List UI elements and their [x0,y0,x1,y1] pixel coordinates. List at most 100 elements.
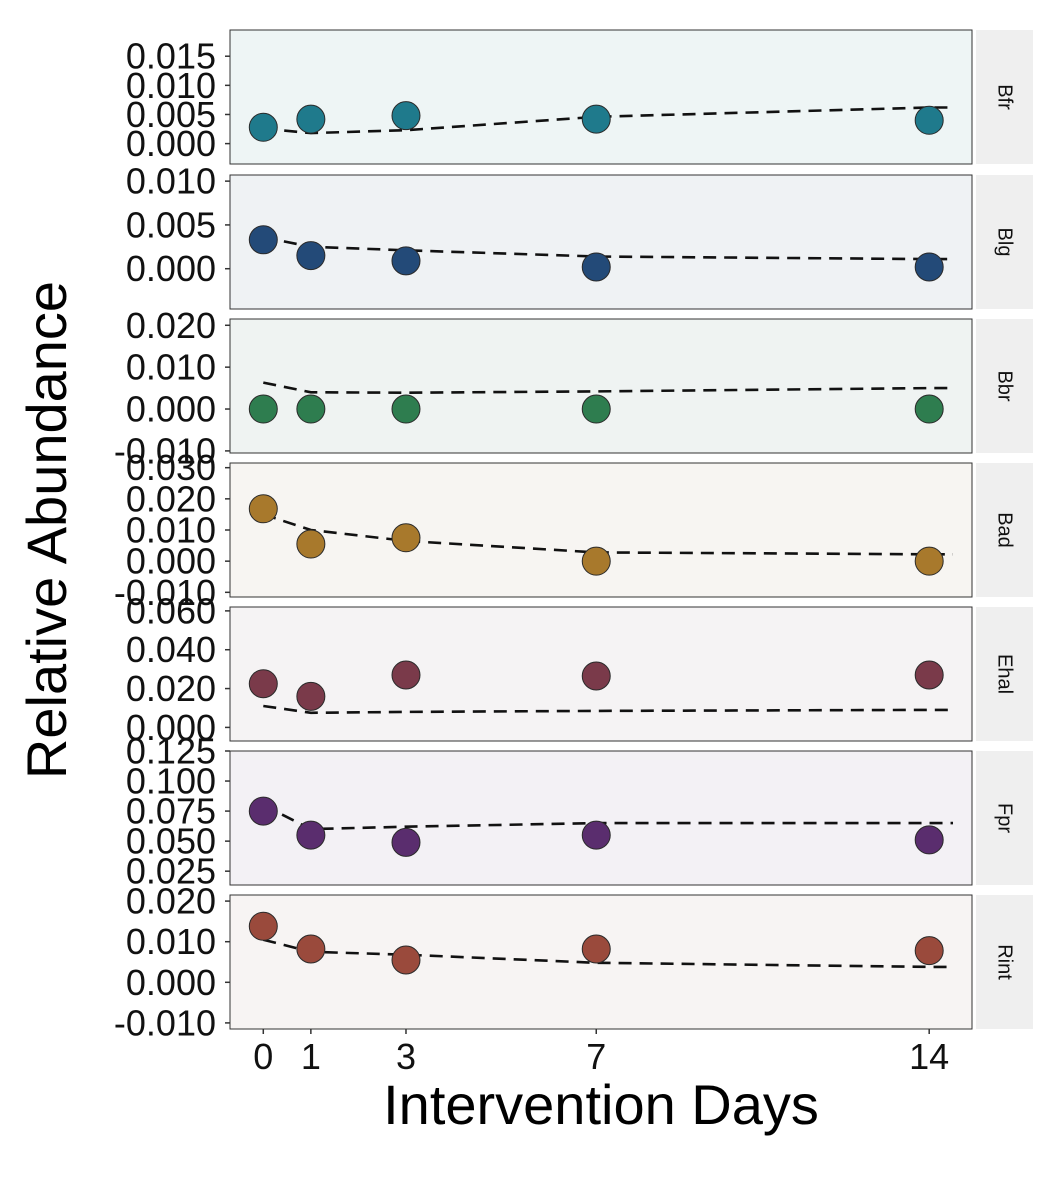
y-tick-label: 0.000 [126,389,216,430]
facet-label: Fpr [994,803,1016,833]
facet-strip [976,607,1033,741]
facet-label: Bfr [994,84,1016,110]
data-point [248,911,278,941]
panel-background [229,462,973,598]
data-point [581,934,611,964]
y-tick-label: 0.010 [126,921,216,962]
y-tick-label: 0.010 [126,510,216,551]
data-point [248,394,278,424]
data-point [391,827,421,857]
fit-line [263,381,953,395]
data-point [248,796,278,826]
y-tick-label: 0.020 [126,668,216,709]
x-tick-label: 1 [301,1036,321,1077]
y-tick-label: 0.020 [126,881,216,922]
data-point [391,523,421,553]
x-axis: 0 1 3 7 14 [253,1029,949,1077]
data-point [581,820,611,850]
y-tick-label: 0.025 [126,851,216,892]
data-point [296,934,326,964]
data-point [296,529,326,559]
data-point [391,945,421,975]
data-point [248,669,278,699]
data-point [296,681,326,711]
y-tick-label: 0.015 [126,36,216,77]
y-tick-label: 0.000 [126,707,216,748]
facet-label: Bbr [994,370,1016,401]
panel-background [229,750,973,886]
y-tick-label: 0.000 [126,541,216,582]
facet-label: Bad [994,512,1016,548]
data-point [581,661,611,691]
y-tick-label: 0.020 [126,305,216,346]
x-tick-label: 14 [909,1036,949,1077]
y-tick-label: 0.005 [126,94,216,135]
data-point [581,546,611,576]
facet-strip [976,319,1033,453]
data-point [914,546,944,576]
fit-line [263,106,953,135]
y-tick-label: 0.005 [126,204,216,245]
data-point [914,394,944,424]
y-tick-label: 0.000 [126,962,216,1003]
facet-label: Blg [994,228,1016,257]
panel-background [229,29,973,165]
data-point [914,660,944,690]
data-point [248,112,278,142]
fit-line [262,938,953,969]
data-point [296,820,326,850]
facet-strip [976,463,1033,597]
x-tick-label: 0 [253,1036,273,1077]
data-point [296,104,326,134]
panel-background [229,318,973,454]
fit-line [263,704,953,715]
facet-strip [976,175,1033,309]
data-point [296,394,326,424]
y-tick-label: 0.075 [126,791,216,832]
data-point [914,825,944,855]
y-tick-label: 0.030 [126,447,216,488]
data-point [581,394,611,424]
y-tick-label: 0.050 [126,821,216,862]
facet-strip [976,751,1033,885]
y-tick-label: 0.125 [126,731,216,772]
y-tick-label: 0.100 [126,761,216,802]
data-point [296,241,326,271]
y-tick-label: 0.010 [126,161,216,202]
y-tick-label: 0.000 [126,248,216,289]
facet-label: Rint [994,944,1016,980]
x-tick-label: 7 [586,1036,606,1077]
y-tick-label: 0.060 [126,590,216,631]
y-tick-label: 0.000 [126,123,216,164]
y-tick-label: 0.040 [126,629,216,670]
data-point [391,394,421,424]
y-tick-label: -0.010 [114,572,216,613]
data-point [391,101,421,131]
data-point [248,494,278,524]
data-point [914,936,944,966]
y-tick-label: -0.010 [114,1002,216,1043]
y-axis-title: Relative Abundance [15,281,78,779]
y-tick-label: 0.010 [126,65,216,106]
facet-strip [976,30,1033,164]
x-axis-title: Intervention Days [383,1073,819,1136]
fit-line [263,235,953,261]
panel-background [229,174,973,310]
data-point [914,105,944,135]
data-point [581,104,611,134]
data-point [581,252,611,282]
y-tick-label: -0.010 [114,430,216,471]
facet-label: Ehal [994,654,1016,694]
y-tick-label: 0.020 [126,478,216,519]
data-point [248,225,278,255]
y-tick-label: 0.010 [126,347,216,388]
panels: Bfr0.0000.0050.0100.015Blg0.0000.0050.01… [114,29,1033,1043]
